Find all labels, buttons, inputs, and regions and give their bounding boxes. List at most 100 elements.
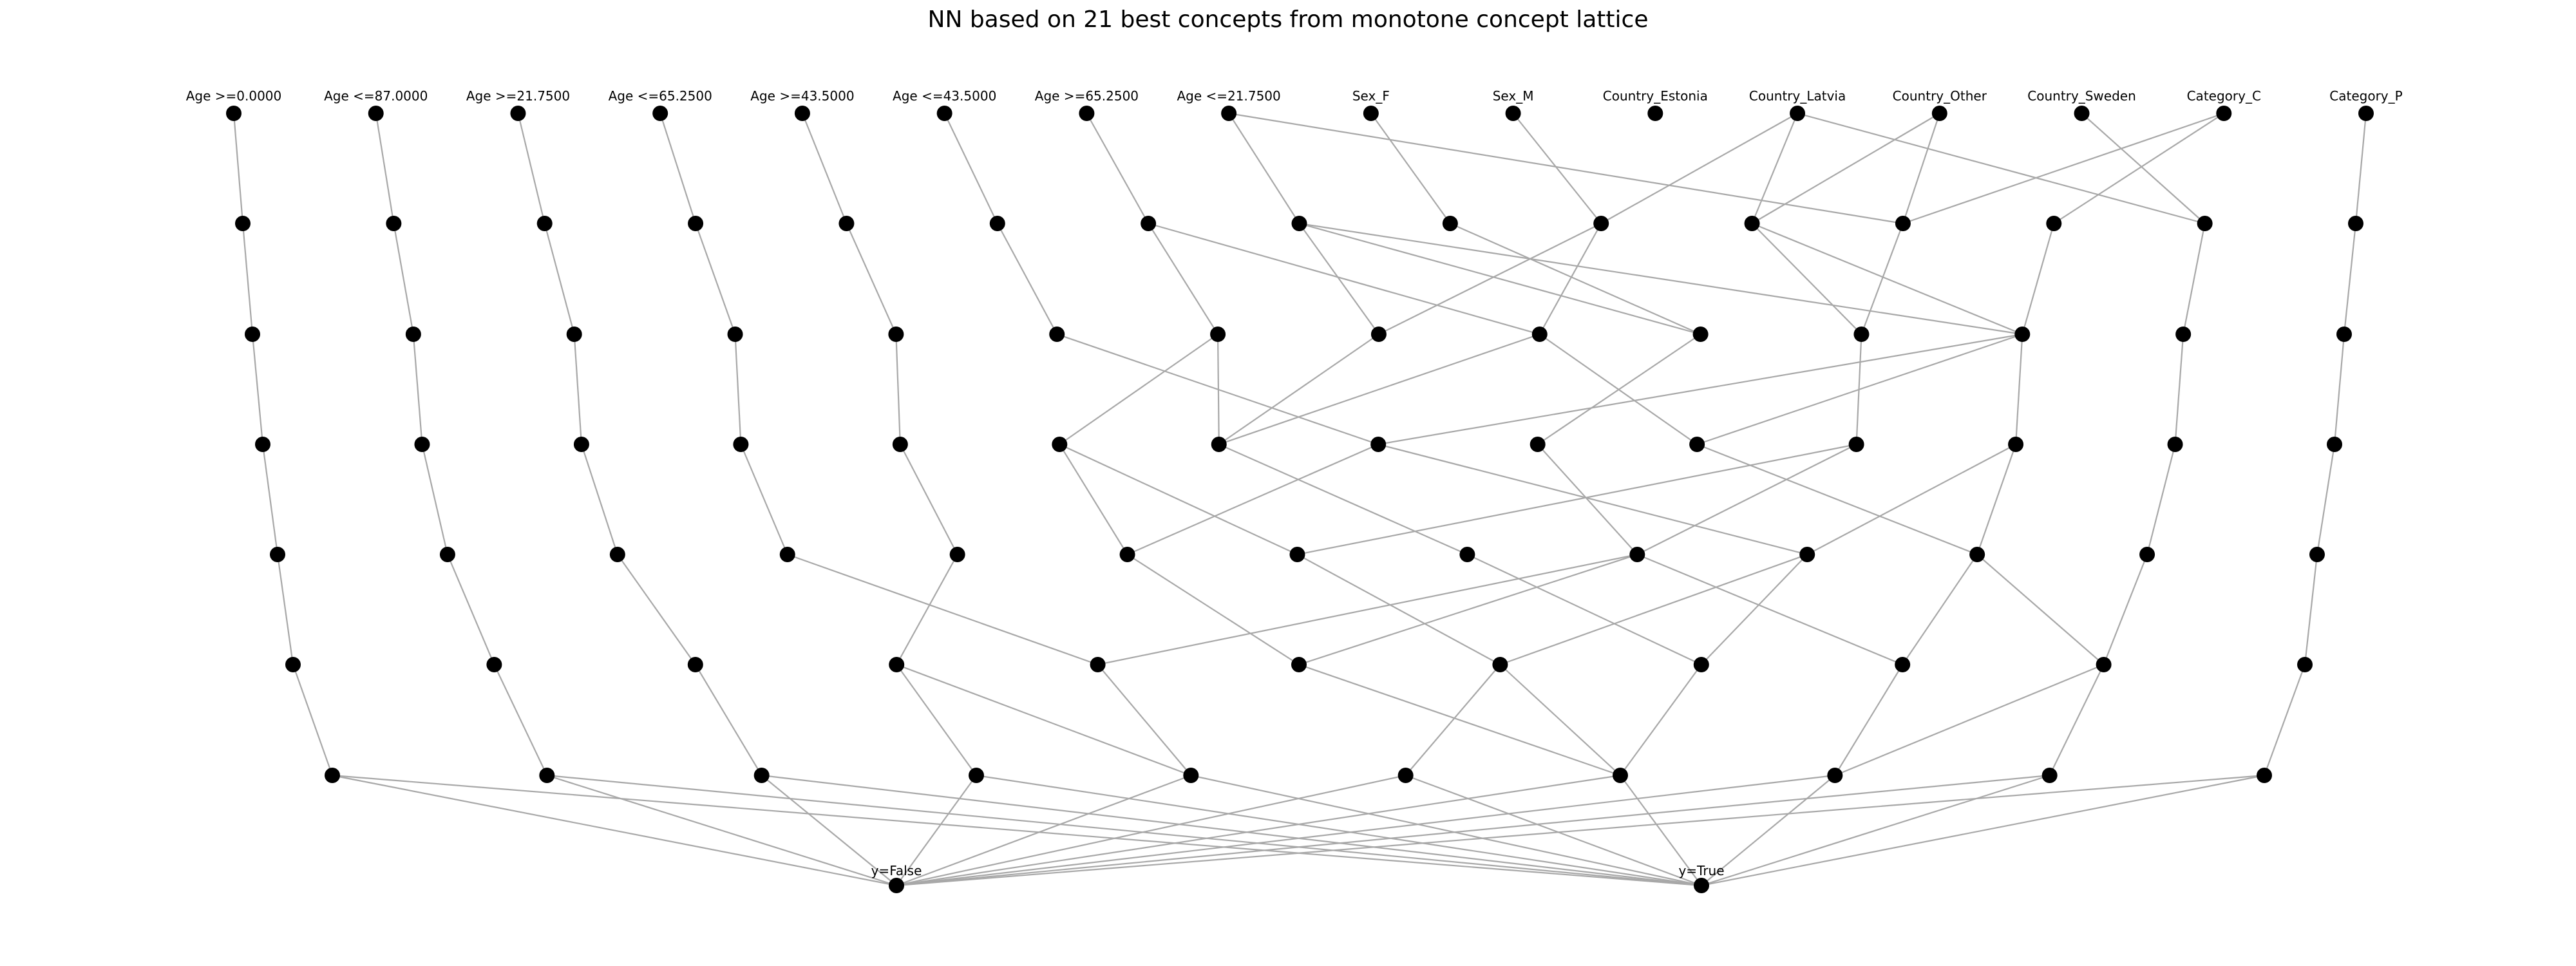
node-b10 [1853,327,1870,342]
edge-e5-f6 [1298,663,1621,777]
node-e9 [2096,657,2112,672]
edge-a7-b11 [1299,222,2023,336]
node-c10 [1848,437,1864,452]
edge-f6-out0 [896,774,1621,887]
node-b11 [2014,327,2031,342]
node-in4 [794,106,810,121]
output-label: y=False [871,863,922,878]
node-f9 [2257,768,2272,783]
node-c7 [1370,437,1387,452]
node-b8 [1531,327,1548,342]
node-d5 [1119,547,1135,562]
node-b7 [1370,327,1387,342]
edge-d8-e5 [1298,553,1638,666]
input-label: Sex_M [1493,88,1534,104]
edge-d11-e9 [2103,554,2148,665]
edge-b0-c0 [251,334,264,445]
node-a8 [1442,216,1458,231]
edge-in12-a11 [1902,113,1940,224]
node-b2 [566,327,582,342]
edge-b4-c4 [895,334,901,445]
edge-d8-e4 [1097,553,1638,666]
edge-in6-a6 [1086,113,1150,224]
node-e0 [285,657,301,672]
edge-in11-a13 [1797,112,2205,225]
node-b5 [1049,327,1065,342]
node-in14 [2216,106,2232,121]
edge-e1-f1 [493,664,548,776]
edge-b6-c5 [1059,334,1218,445]
edge-e4-f4 [1097,664,1192,776]
edge-e2-f2 [694,664,762,776]
edge-c6-d7 [1218,443,1468,556]
edge-a10-b10 [1751,223,1862,335]
node-c12 [2167,437,2183,452]
node-e2 [687,657,703,672]
edge-b2-c2 [573,334,583,445]
edge-d12-e10 [2304,554,2318,665]
input-label: Category_C [2187,88,2261,104]
edge-f8-out0 [896,774,2050,887]
edge-a5-b5 [996,223,1058,335]
edge-group [232,112,2367,887]
node-b6 [1210,327,1226,342]
node-b12 [2175,327,2192,342]
node-e1 [486,657,502,672]
edge-a6-b6 [1148,223,1219,335]
input-label: Age <=65.2500 [609,88,712,104]
node-b13 [2336,327,2352,342]
edge-f5-out0 [896,774,1406,887]
node-d12 [2309,547,2325,562]
node-d0 [270,547,285,562]
edge-d9-e7 [1701,554,1808,665]
edge-a7-b7 [1298,223,1379,335]
node-d9 [1799,547,1815,562]
node-b9 [1692,327,1709,342]
node-c9 [1689,437,1705,452]
node-a13 [2197,216,2213,231]
edge-f6-out1 [1620,775,1702,886]
node-a7 [1291,216,1307,231]
edge-f3-out1 [976,774,1702,887]
edge-e6-f5 [1405,664,1501,776]
edge-c3-d3 [740,444,788,555]
edge-in1-a1 [375,113,395,224]
input-label: Age >=65.2500 [1035,88,1139,104]
node-c4 [892,437,908,452]
node-e3 [889,657,905,672]
edge-in5-a5 [943,113,998,224]
edge-f2-out0 [761,775,897,886]
edge-e7-f6 [1620,664,1702,776]
edge-d6-e6 [1296,554,1501,665]
node-in9 [1505,106,1521,121]
node-f8 [2041,768,2058,783]
edge-e0-f0 [292,664,334,776]
input-label: Country_Estonia [1603,88,1708,104]
input-label: Sex_F [1352,88,1390,104]
input-label: Age >=0.0000 [186,88,282,104]
edge-f1-out1 [547,774,1702,887]
edge-a3-b3 [695,223,736,335]
node-a5 [989,216,1005,231]
node-d3 [779,547,795,562]
edge-e8-f7 [1834,664,1904,776]
edge-f7-out0 [896,774,1835,887]
edge-c5-d6 [1059,444,1298,555]
node-in2 [510,106,526,121]
edge-c2-d2 [580,444,618,555]
node-a10 [1744,216,1760,231]
node-a0 [235,216,251,231]
edge-f2-out1 [761,774,1702,887]
node-a1 [386,216,402,231]
edge-b11-c9 [1696,333,2023,446]
node-group [226,106,2374,893]
edge-in3-a3 [659,113,697,224]
node-e8 [1895,657,1911,672]
edge-d10-e8 [1902,554,1978,665]
edge-f9-out0 [896,774,2265,887]
node-f3 [969,768,984,783]
output-label: y=True [1678,863,1724,878]
node-f0 [325,768,340,783]
edge-b7-c6 [1218,334,1379,445]
